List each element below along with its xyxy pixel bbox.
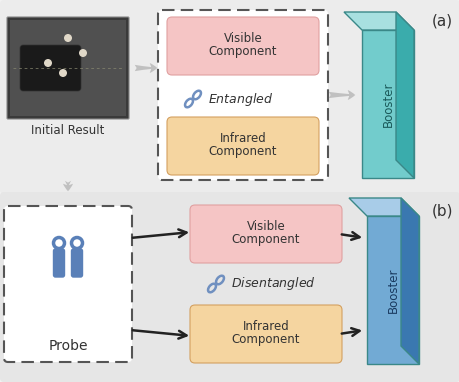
FancyBboxPatch shape (71, 249, 82, 277)
Circle shape (64, 34, 72, 42)
Polygon shape (366, 216, 418, 364)
Text: Visible: Visible (223, 31, 262, 44)
FancyBboxPatch shape (20, 45, 81, 91)
Text: $\it{Disentangled}$: $\it{Disentangled}$ (230, 275, 315, 293)
Circle shape (44, 59, 52, 67)
Text: (a): (a) (431, 14, 452, 29)
FancyBboxPatch shape (53, 249, 64, 277)
Text: $\it{Entangled}$: $\it{Entangled}$ (207, 91, 273, 107)
Text: Infrared: Infrared (219, 131, 266, 144)
Polygon shape (348, 198, 418, 216)
FancyBboxPatch shape (7, 17, 129, 119)
Text: Component: Component (231, 333, 300, 346)
FancyBboxPatch shape (190, 305, 341, 363)
Text: Component: Component (208, 146, 277, 159)
Text: Visible: Visible (246, 220, 285, 233)
Bar (10, 20, 126, 116)
Text: Component: Component (208, 45, 277, 58)
FancyBboxPatch shape (167, 17, 318, 75)
FancyBboxPatch shape (157, 10, 327, 180)
FancyBboxPatch shape (190, 205, 341, 263)
Text: Probe: Probe (48, 339, 88, 353)
Text: (b): (b) (431, 204, 452, 219)
FancyBboxPatch shape (167, 117, 318, 175)
FancyBboxPatch shape (4, 206, 132, 362)
Polygon shape (395, 12, 413, 178)
Text: Booster: Booster (381, 81, 394, 127)
Text: Component: Component (231, 233, 300, 246)
FancyBboxPatch shape (0, 192, 459, 382)
Circle shape (79, 49, 87, 57)
Text: Initial Result: Initial Result (31, 124, 105, 137)
Text: Infrared: Infrared (242, 319, 289, 332)
Text: Booster: Booster (386, 267, 398, 313)
Circle shape (59, 69, 67, 77)
Polygon shape (361, 30, 413, 178)
Polygon shape (400, 198, 418, 364)
Polygon shape (343, 12, 413, 30)
FancyBboxPatch shape (0, 0, 459, 194)
